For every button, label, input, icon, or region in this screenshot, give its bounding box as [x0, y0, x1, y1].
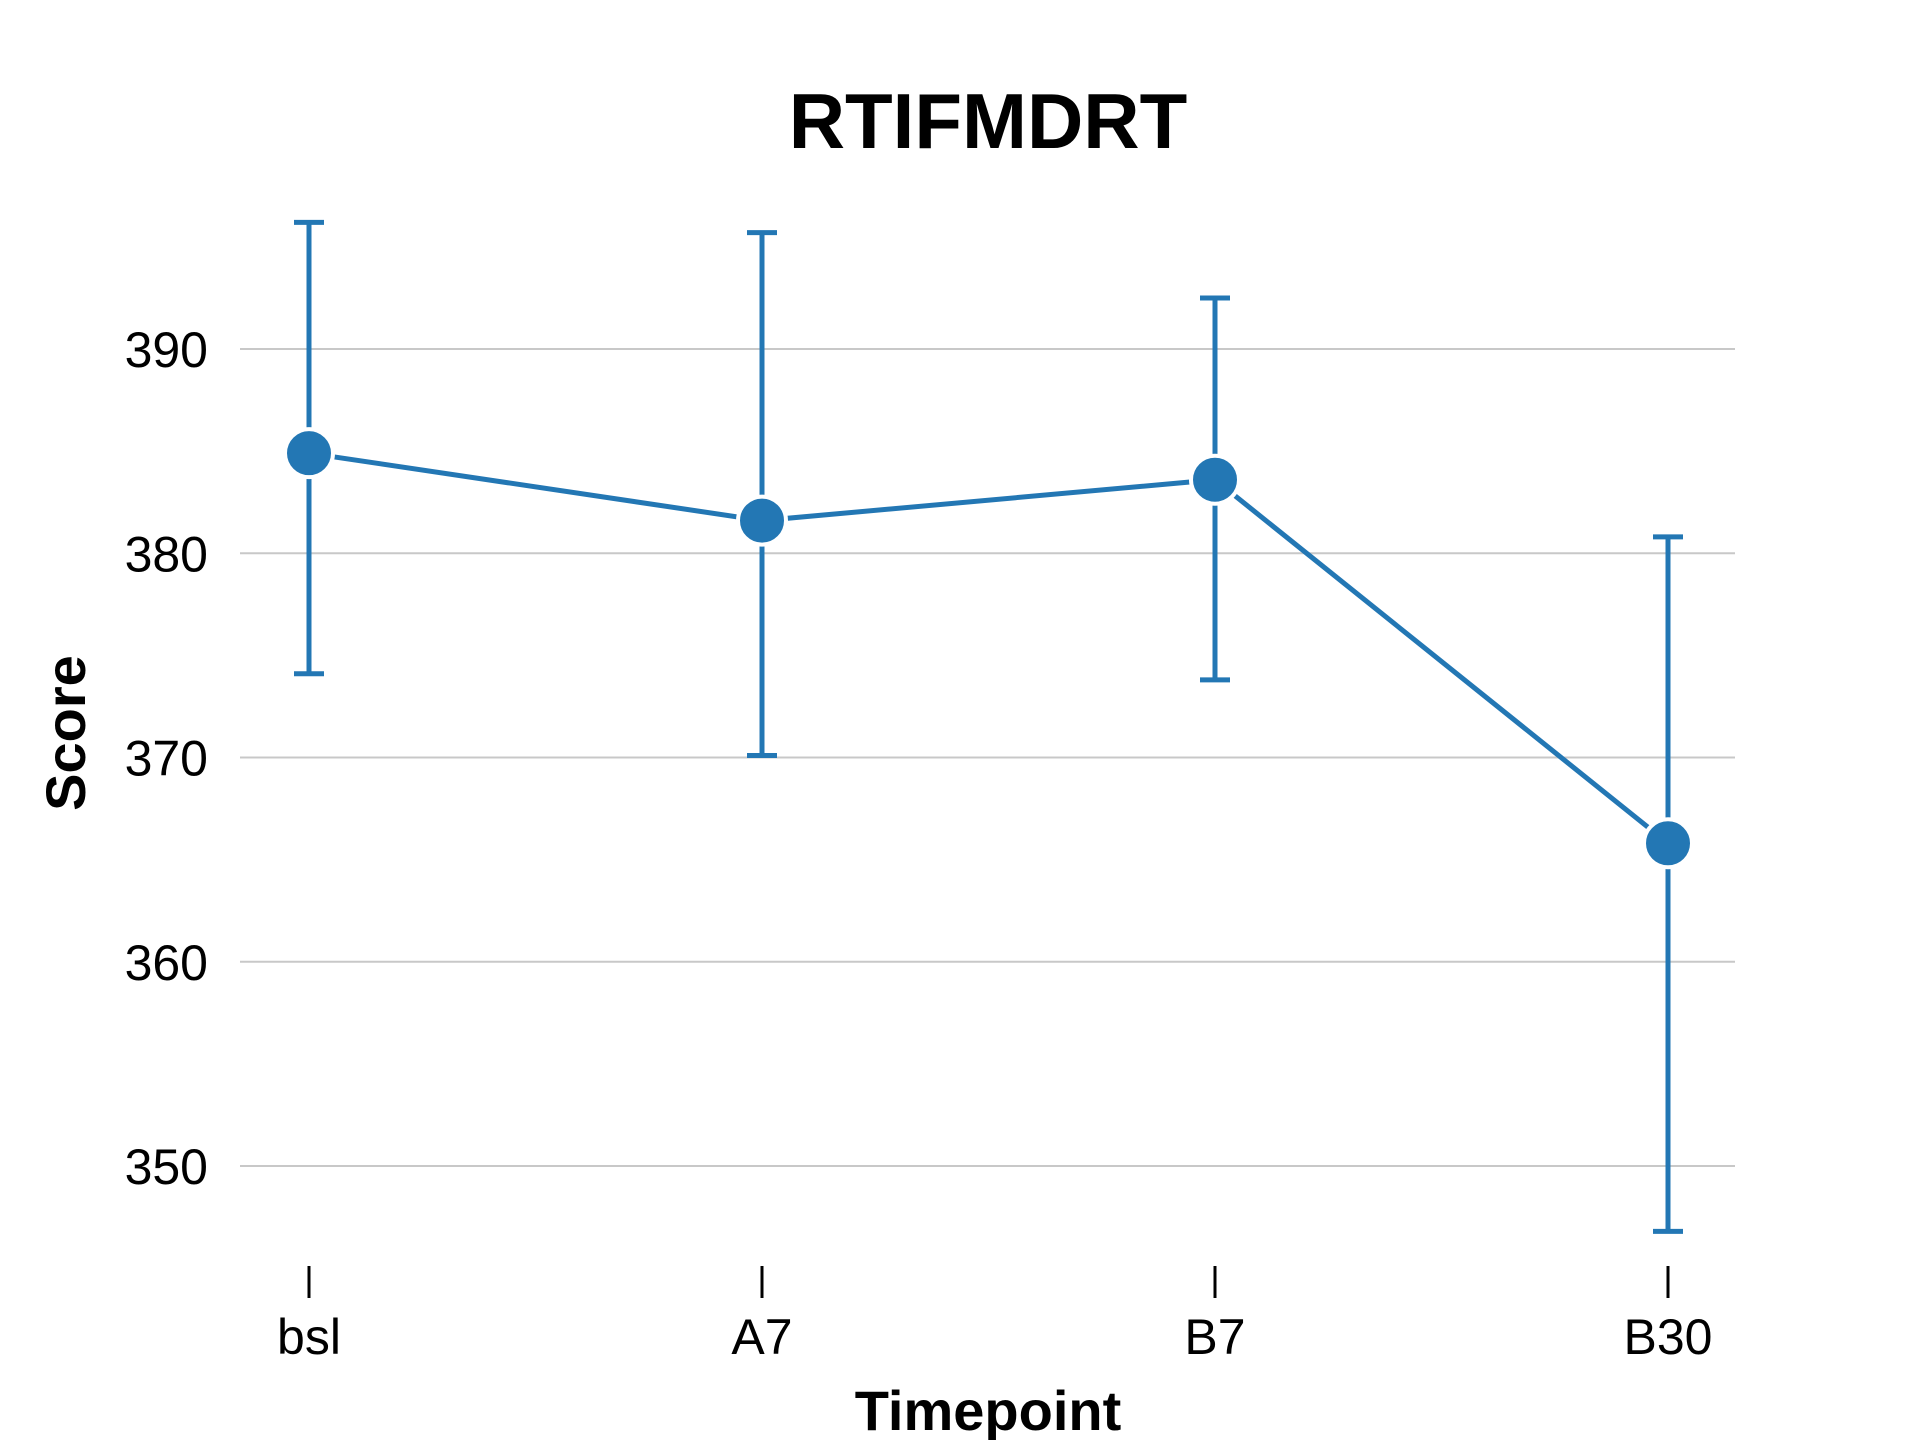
y-axis-label: Score — [34, 655, 97, 811]
chart-title: RTIFMDRT — [789, 77, 1188, 165]
series-line — [308, 450, 1670, 846]
x-tick-label: bsl — [277, 1309, 341, 1365]
x-axis-label: Timepoint — [855, 1379, 1122, 1440]
data-point — [283, 427, 335, 480]
y-tick-label: 380 — [125, 526, 208, 582]
y-tick-label: 390 — [125, 322, 208, 378]
series-lines — [308, 450, 1670, 846]
gridlines — [240, 348, 1735, 1167]
x-tick-label: B7 — [1184, 1309, 1245, 1365]
data-points — [283, 427, 1694, 870]
y-tick-label: 360 — [125, 935, 208, 991]
error-bars — [294, 219, 1683, 1234]
y-tick-label: 370 — [125, 731, 208, 787]
y-axis-ticks: 350 360 370 380 390 — [125, 322, 208, 1195]
data-point — [736, 494, 788, 547]
data-point — [1189, 453, 1241, 506]
x-tick-label: A7 — [731, 1309, 792, 1365]
data-point — [1642, 817, 1694, 870]
x-axis-ticks: bsl A7 B7 B30 — [277, 1266, 1712, 1365]
y-tick-label: 350 — [125, 1139, 208, 1195]
x-tick-label: B30 — [1624, 1309, 1713, 1365]
